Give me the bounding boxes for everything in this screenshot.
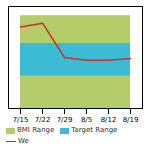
svg-text:8/5: 8/5 xyxy=(81,116,92,124)
svg-text:8/19: 8/19 xyxy=(123,116,139,124)
html-text:BMI Range: BMI Range xyxy=(17,126,55,134)
html-text:We: We xyxy=(18,137,29,145)
svg-text:7/15: 7/15 xyxy=(13,116,29,124)
svg-text:7/22: 7/22 xyxy=(35,116,51,124)
svg-text:8/12: 8/12 xyxy=(101,116,117,124)
html-text:Target Range: Target Range xyxy=(71,126,118,134)
svg-text:7/29: 7/29 xyxy=(57,116,73,124)
